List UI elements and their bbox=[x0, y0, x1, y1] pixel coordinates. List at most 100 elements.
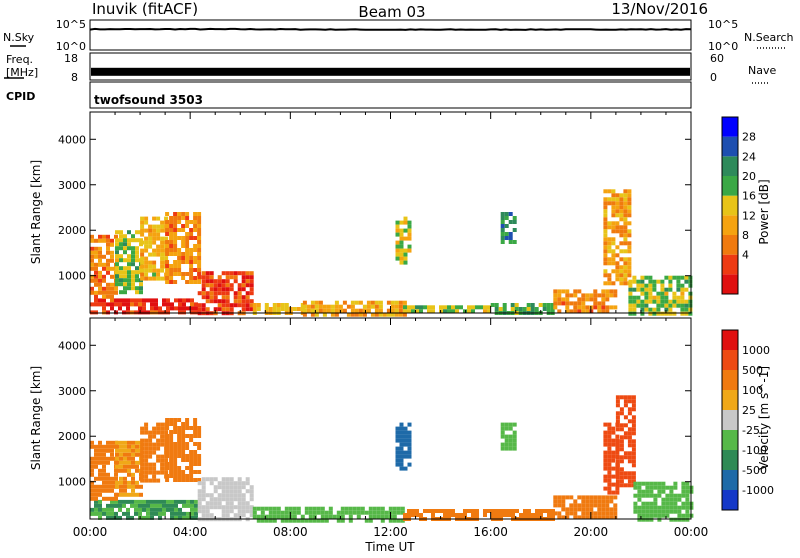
heatmap-cell bbox=[173, 272, 178, 276]
heatmap-cell bbox=[102, 484, 106, 489]
heatmap-cell bbox=[241, 505, 246, 510]
heatmap-cell bbox=[249, 291, 254, 296]
heatmap-cell bbox=[680, 303, 685, 308]
heatmap-cell bbox=[607, 245, 612, 250]
heatmap-cell bbox=[144, 470, 149, 475]
heatmap-cell bbox=[332, 514, 337, 519]
heatmap-cell bbox=[245, 271, 250, 276]
heatmap-cell bbox=[500, 224, 505, 228]
heatmap-cell bbox=[669, 489, 674, 494]
heatmap-cell bbox=[142, 499, 146, 504]
heatmap-cell bbox=[603, 241, 608, 246]
heatmap-cell bbox=[581, 511, 586, 516]
heatmap-cell bbox=[504, 446, 509, 451]
heatmap-cell bbox=[150, 298, 154, 303]
heatmap-cell bbox=[336, 510, 341, 515]
heatmap-cell bbox=[140, 240, 145, 245]
heatmap-cell bbox=[400, 506, 405, 511]
heatmap-cell bbox=[512, 228, 517, 232]
heatmap-cell bbox=[181, 422, 186, 426]
heatmap-cell bbox=[94, 488, 98, 493]
heatmap-cell bbox=[115, 238, 119, 243]
heatmap-cell bbox=[102, 254, 106, 259]
heatmap-cell bbox=[165, 454, 170, 458]
heatmap-cell bbox=[190, 507, 194, 512]
heatmap-cell bbox=[174, 515, 178, 520]
heatmap-cell bbox=[185, 216, 190, 220]
time-tick-label: 08:00 bbox=[273, 525, 308, 539]
heatmap-cell bbox=[193, 430, 198, 434]
heatmap-cell bbox=[130, 515, 134, 520]
heatmap-cell bbox=[102, 278, 106, 283]
heatmap-cell bbox=[205, 283, 210, 288]
heatmap-cell bbox=[512, 430, 517, 435]
heatmap-cell bbox=[645, 505, 650, 510]
heatmap-cell bbox=[221, 271, 226, 276]
heatmap-cell bbox=[407, 220, 412, 225]
heatmap-cell bbox=[607, 474, 612, 479]
heatmap-cell bbox=[177, 478, 182, 482]
heatmap-cell bbox=[152, 276, 157, 281]
heatmap-cell bbox=[169, 232, 174, 236]
heatmap-cell bbox=[611, 253, 616, 258]
heatmap-cell bbox=[504, 224, 509, 228]
heatmap-cell bbox=[597, 499, 602, 504]
heatmap-cell bbox=[326, 308, 331, 313]
heatmap-cell bbox=[593, 495, 598, 500]
heatmap-cell bbox=[150, 515, 154, 520]
heatmap-cell bbox=[131, 282, 135, 287]
heatmap-cell bbox=[334, 308, 339, 313]
heatmap-cell bbox=[102, 452, 106, 457]
heatmap-cell bbox=[98, 448, 102, 453]
heatmap-cell bbox=[512, 442, 517, 447]
heatmap-cell bbox=[123, 444, 127, 449]
heatmap-cell bbox=[209, 295, 214, 300]
heatmap-cell bbox=[166, 310, 170, 315]
heatmap-cell bbox=[631, 427, 636, 432]
heatmap-cell bbox=[169, 272, 174, 276]
heatmap-cell bbox=[411, 305, 415, 310]
heatmap-cell bbox=[229, 505, 234, 510]
heatmap-cell bbox=[173, 228, 178, 232]
heatmap-cell bbox=[252, 510, 257, 515]
heatmap-cell bbox=[139, 238, 143, 243]
heatmap-cell bbox=[225, 497, 230, 502]
heatmap-cell bbox=[386, 308, 391, 313]
heatmap-cell bbox=[119, 464, 123, 469]
heatmap-cell bbox=[615, 229, 620, 234]
nave-right-tick-top: 60 bbox=[710, 52, 724, 65]
heatmap-cell bbox=[225, 287, 230, 292]
heatmap-cell bbox=[233, 485, 238, 490]
colorbar-swatch bbox=[722, 450, 738, 470]
heatmap-cell bbox=[237, 497, 242, 502]
heatmap-cell bbox=[395, 228, 400, 233]
heatmap-cell bbox=[573, 499, 578, 504]
heatmap-cell bbox=[487, 309, 491, 314]
heatmap-cell bbox=[623, 483, 628, 488]
heatmap-cell bbox=[272, 518, 277, 523]
heatmap-cell bbox=[146, 499, 150, 504]
heatmap-cell bbox=[607, 237, 612, 242]
heatmap-cell bbox=[660, 299, 665, 304]
heatmap-cell bbox=[169, 280, 174, 284]
heatmap-cell bbox=[98, 507, 102, 512]
heatmap-cell bbox=[115, 262, 119, 267]
heatmap-cell bbox=[400, 518, 405, 523]
heatmap-cell bbox=[390, 300, 395, 305]
heatmap-cell bbox=[197, 240, 202, 244]
heatmap-cell bbox=[348, 514, 353, 519]
heatmap-cell bbox=[229, 481, 234, 486]
heatmap-cell bbox=[500, 212, 505, 216]
heatmap-cell bbox=[508, 442, 513, 447]
heatmap-cell bbox=[98, 503, 102, 508]
heatmap-cell bbox=[119, 266, 123, 271]
heatmap-cell bbox=[181, 212, 186, 216]
heatmap-cell bbox=[209, 513, 214, 518]
heatmap-cell bbox=[455, 309, 459, 314]
heatmap-cell bbox=[593, 515, 598, 520]
heatmap-cell bbox=[394, 300, 399, 305]
heatmap-cell bbox=[123, 456, 127, 461]
heatmap-cell bbox=[661, 501, 666, 506]
heatmap-cell bbox=[148, 438, 153, 443]
heatmap-cell bbox=[500, 228, 505, 232]
